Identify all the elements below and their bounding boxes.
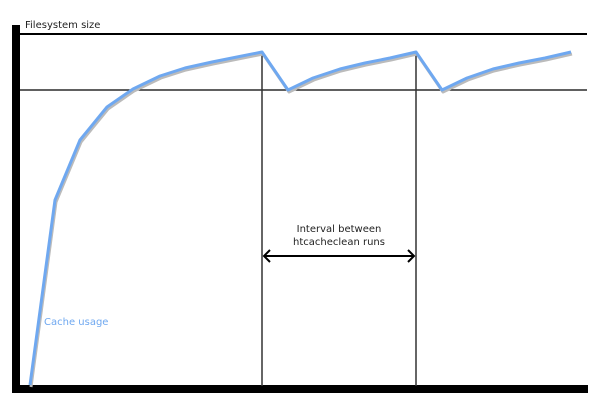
x-axis <box>12 385 588 393</box>
arrow-head-left <box>262 249 271 263</box>
y-axis-label: Filesystem size <box>25 20 100 31</box>
cache-usage-label: Cache usage <box>44 317 108 328</box>
cache-usage-curve-shadow <box>29 52 573 388</box>
interval-label-line1: Interval between <box>297 224 382 235</box>
arrow-head-right <box>407 249 416 263</box>
interval-label-line2: htcacheclean runs <box>293 237 385 248</box>
y-axis <box>12 25 20 393</box>
cache-usage-curve <box>28 50 572 386</box>
